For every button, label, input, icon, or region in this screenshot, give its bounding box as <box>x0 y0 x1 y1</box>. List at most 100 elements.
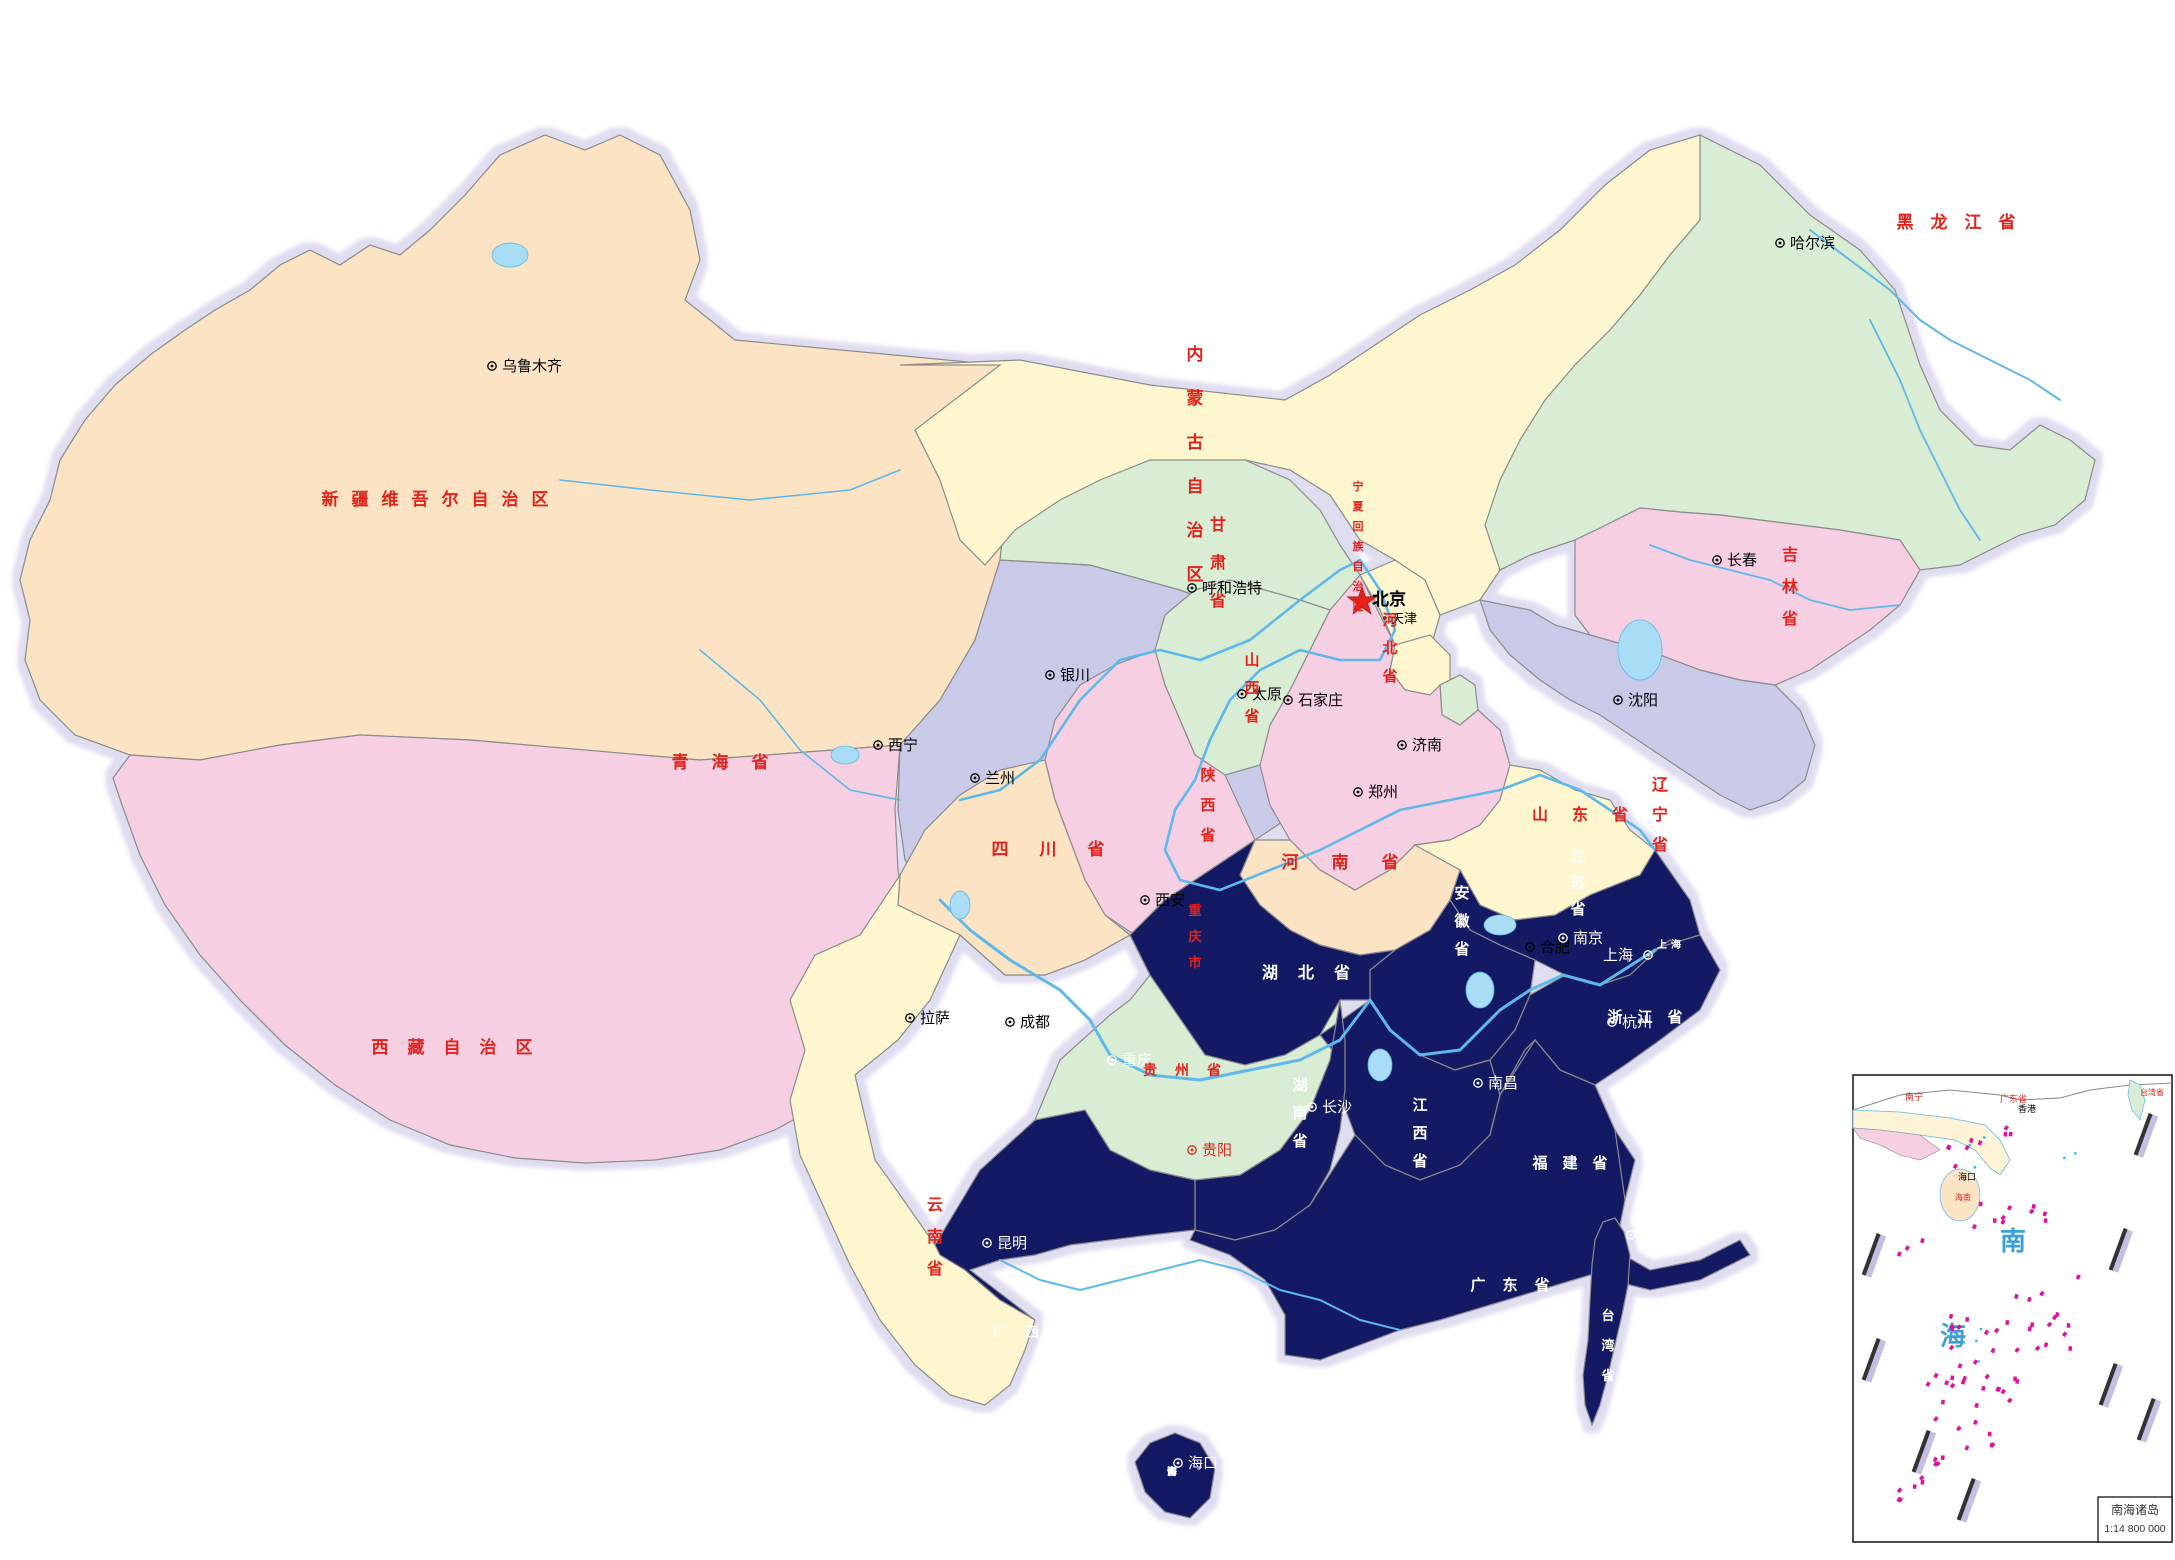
svg-text:省: 省 <box>1781 609 1798 628</box>
svg-text:成都: 成都 <box>1020 1014 1050 1031</box>
svg-text:徽: 徽 <box>1453 912 1470 930</box>
svg-text:海南: 海南 <box>1955 1192 1971 1202</box>
svg-text:江: 江 <box>1570 848 1585 866</box>
svg-text:贵阳: 贵阳 <box>1202 1142 1232 1159</box>
svg-text:苏: 苏 <box>1570 874 1585 892</box>
svg-text:维: 维 <box>382 489 399 509</box>
svg-text:省: 省 <box>1591 1154 1607 1172</box>
svg-text:省: 省 <box>1600 1368 1614 1383</box>
svg-text:壮: 壮 <box>1057 1324 1071 1340</box>
svg-text:省: 省 <box>1381 852 1399 872</box>
svg-text:西宁: 西宁 <box>888 737 918 754</box>
svg-text:治: 治 <box>502 489 519 509</box>
svg-text:海: 海 <box>712 752 729 772</box>
svg-text:省: 省 <box>1206 1062 1221 1078</box>
svg-text:疆: 疆 <box>352 490 369 509</box>
svg-text:区: 区 <box>1187 565 1204 584</box>
svg-text:乌鲁木齐: 乌鲁木齐 <box>502 358 562 375</box>
svg-text:河: 河 <box>1282 853 1299 872</box>
svg-text:龙: 龙 <box>1930 212 1948 232</box>
svg-text:黑: 黑 <box>1897 213 1914 232</box>
svg-text:治: 治 <box>1353 579 1364 593</box>
svg-text:北: 北 <box>1382 640 1397 657</box>
svg-text:甘: 甘 <box>1210 516 1226 534</box>
svg-text:自: 自 <box>1121 1324 1135 1340</box>
svg-text:宁: 宁 <box>1353 479 1364 493</box>
svg-text:山: 山 <box>1532 806 1548 824</box>
svg-text:区: 区 <box>1185 1324 1199 1340</box>
svg-text:省: 省 <box>1087 839 1105 859</box>
svg-text:福: 福 <box>1531 1154 1547 1172</box>
svg-text:辽: 辽 <box>1652 776 1669 794</box>
svg-text:广东省: 广东省 <box>2000 1093 2027 1104</box>
svg-text:肃: 肃 <box>1210 554 1226 572</box>
svg-text:郑州: 郑州 <box>1368 784 1398 801</box>
svg-text:香港: 香港 <box>2018 1103 2036 1114</box>
svg-text:河: 河 <box>1382 611 1397 629</box>
svg-text:昆明: 昆明 <box>997 1235 1027 1252</box>
svg-text:南京: 南京 <box>1573 930 1603 947</box>
svg-text:南宁: 南宁 <box>1905 1091 1923 1102</box>
svg-text:南昌: 南昌 <box>1488 1075 1518 1092</box>
svg-text:夏: 夏 <box>1353 500 1365 513</box>
svg-text:广: 广 <box>1470 1276 1485 1294</box>
svg-text:治: 治 <box>1153 1324 1167 1340</box>
svg-text:尔: 尔 <box>442 489 459 509</box>
svg-text:东: 东 <box>1572 805 1588 824</box>
svg-text:广州: 广州 <box>1488 1334 1518 1351</box>
svg-text:石家庄: 石家庄 <box>1298 691 1343 709</box>
svg-text:省: 省 <box>1166 1465 1177 1478</box>
svg-text:市: 市 <box>1188 955 1201 970</box>
svg-text:回: 回 <box>1353 519 1364 533</box>
svg-text:省: 省 <box>1333 963 1350 982</box>
svg-text:上海: 上海 <box>1603 947 1633 964</box>
svg-text:省: 省 <box>1611 805 1628 824</box>
svg-text:省: 省 <box>926 1259 943 1278</box>
svg-text:哈尔滨: 哈尔滨 <box>1790 235 1835 252</box>
svg-text:省: 省 <box>1651 835 1668 854</box>
svg-text:北京: 北京 <box>1372 589 1406 609</box>
svg-text:省: 省 <box>1998 212 2016 232</box>
svg-text:古: 古 <box>1187 432 1204 452</box>
svg-text:自: 自 <box>1353 559 1364 573</box>
svg-text:上: 上 <box>1657 938 1667 951</box>
svg-text:省: 省 <box>1209 591 1226 610</box>
svg-text:台湾省: 台湾省 <box>2140 1087 2164 1097</box>
svg-text:自: 自 <box>472 489 489 509</box>
svg-text:云: 云 <box>927 1197 943 1214</box>
svg-text:济南: 济南 <box>1412 737 1442 754</box>
svg-text:台北: 台北 <box>1637 1218 1667 1235</box>
svg-text:西: 西 <box>1025 1324 1039 1340</box>
svg-text:重: 重 <box>1188 903 1201 918</box>
svg-text:长春: 长春 <box>1727 552 1757 569</box>
svg-text:青: 青 <box>672 752 689 772</box>
svg-text:南: 南 <box>1292 1104 1307 1122</box>
svg-text:西: 西 <box>372 1038 389 1057</box>
svg-text:南: 南 <box>1332 852 1349 872</box>
svg-text:省: 省 <box>1381 667 1397 685</box>
svg-text:西: 西 <box>1412 1125 1427 1142</box>
svg-text:福州: 福州 <box>1653 1119 1683 1136</box>
svg-text:省: 省 <box>1533 1276 1549 1294</box>
svg-text:江: 江 <box>1637 1008 1652 1026</box>
svg-text:海口: 海口 <box>1188 1455 1218 1472</box>
svg-text:庆: 庆 <box>1187 929 1201 944</box>
svg-text:自: 自 <box>444 1037 461 1057</box>
svg-text:族: 族 <box>1089 1324 1104 1340</box>
svg-text:台: 台 <box>1601 1308 1614 1323</box>
svg-text:海: 海 <box>1671 938 1681 951</box>
svg-text:银川: 银川 <box>1060 667 1090 684</box>
svg-text:南海诸岛: 南海诸岛 <box>2111 1502 2159 1517</box>
svg-text:东: 东 <box>1502 1276 1517 1294</box>
svg-text:蒙: 蒙 <box>1187 388 1204 408</box>
svg-text:省: 省 <box>1666 1008 1682 1026</box>
svg-text:治: 治 <box>1187 520 1204 540</box>
svg-text:区: 区 <box>532 490 549 509</box>
svg-text:长沙: 长沙 <box>1322 1099 1352 1116</box>
svg-text:安: 安 <box>1454 884 1469 902</box>
svg-text:拉萨: 拉萨 <box>920 1010 950 1027</box>
svg-text:兰州: 兰州 <box>985 770 1015 787</box>
svg-text:族: 族 <box>1353 539 1365 553</box>
svg-text:南: 南 <box>2000 1226 2026 1256</box>
svg-text:宁: 宁 <box>1652 805 1668 824</box>
